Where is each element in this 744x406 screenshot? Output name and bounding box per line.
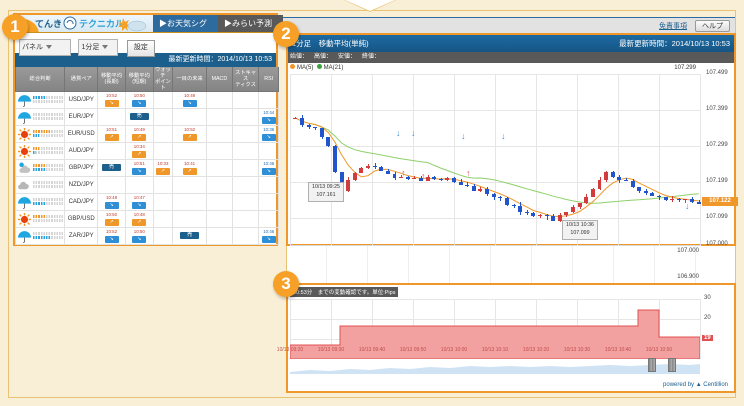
svg-text:てんき: てんき xyxy=(35,19,62,29)
svg-text:テクニカル: テクニカル xyxy=(79,19,124,29)
